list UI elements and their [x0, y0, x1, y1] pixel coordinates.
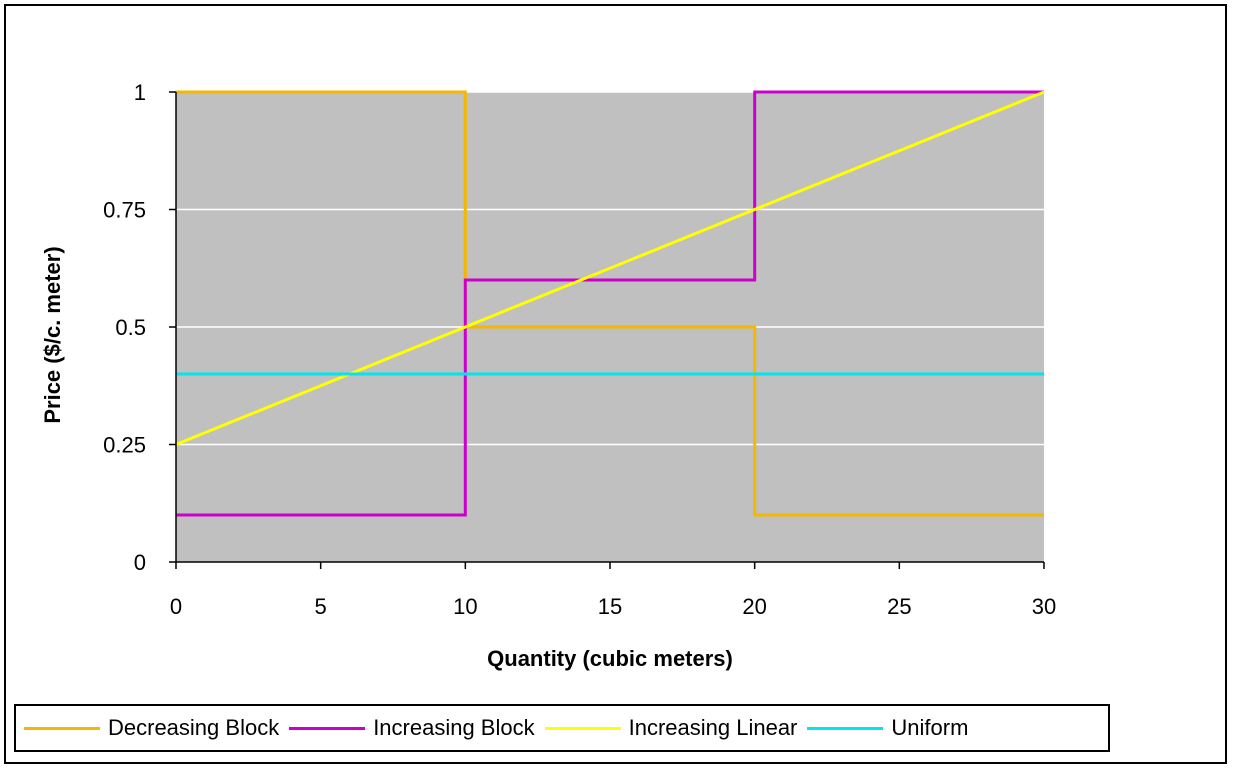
y-tick-labels: 0 0.25 0.5 0.75 1 — [103, 80, 146, 575]
y-tick-label-1: 0.25 — [103, 433, 146, 458]
x-tick-labels: 0 5 10 15 20 25 30 — [170, 594, 1056, 619]
series-line-increasing-block — [176, 90, 1044, 517]
axes — [169, 91, 1045, 569]
x-tick-label-0: 0 — [170, 594, 182, 619]
legend-swatch-uniform — [807, 726, 884, 730]
legend-entry-decreasing-block: Decreasing Block — [24, 715, 279, 741]
legend-swatch-decreasing-block — [24, 726, 100, 730]
legend-swatch-increasing-block — [289, 726, 366, 730]
y-tick-label-0: 0 — [134, 550, 146, 575]
legend-label-uniform: Uniform — [891, 715, 969, 740]
x-tick-label-1: 5 — [315, 594, 327, 619]
y-axis-title: Price ($/c. meter) — [40, 246, 65, 423]
x-tick-label-3: 15 — [598, 594, 622, 619]
legend-entry-increasing-block: Increasing Block — [289, 715, 535, 741]
x-tick-label-4: 20 — [742, 594, 766, 619]
series-line-increasing-linear — [175, 90, 1045, 446]
legend-entry-increasing-linear: Increasing Linear — [544, 715, 798, 741]
x-tick-label-6: 30 — [1032, 594, 1056, 619]
y-tick-label-2: 0.5 — [115, 315, 146, 340]
series-lines — [175, 90, 1045, 517]
x-tick-label-5: 25 — [887, 594, 911, 619]
legend-label-decreasing-block: Decreasing Block — [108, 715, 280, 740]
legend-entry-uniform: Uniform — [807, 715, 968, 741]
x-axis-title: Quantity (cubic meters) — [487, 646, 733, 671]
legend-label-increasing-block: Increasing Block — [373, 715, 535, 740]
series-line-decreasing-block — [176, 90, 1044, 517]
legend-swatch-increasing-linear — [544, 726, 621, 730]
y-tick-label-4: 1 — [134, 80, 146, 105]
x-tick-label-2: 10 — [453, 594, 477, 619]
legend-label-increasing-linear: Increasing Linear — [628, 715, 798, 740]
y-tick-label-3: 0.75 — [103, 198, 146, 223]
legend: Decreasing Block Increasing Block Increa… — [14, 704, 1110, 752]
